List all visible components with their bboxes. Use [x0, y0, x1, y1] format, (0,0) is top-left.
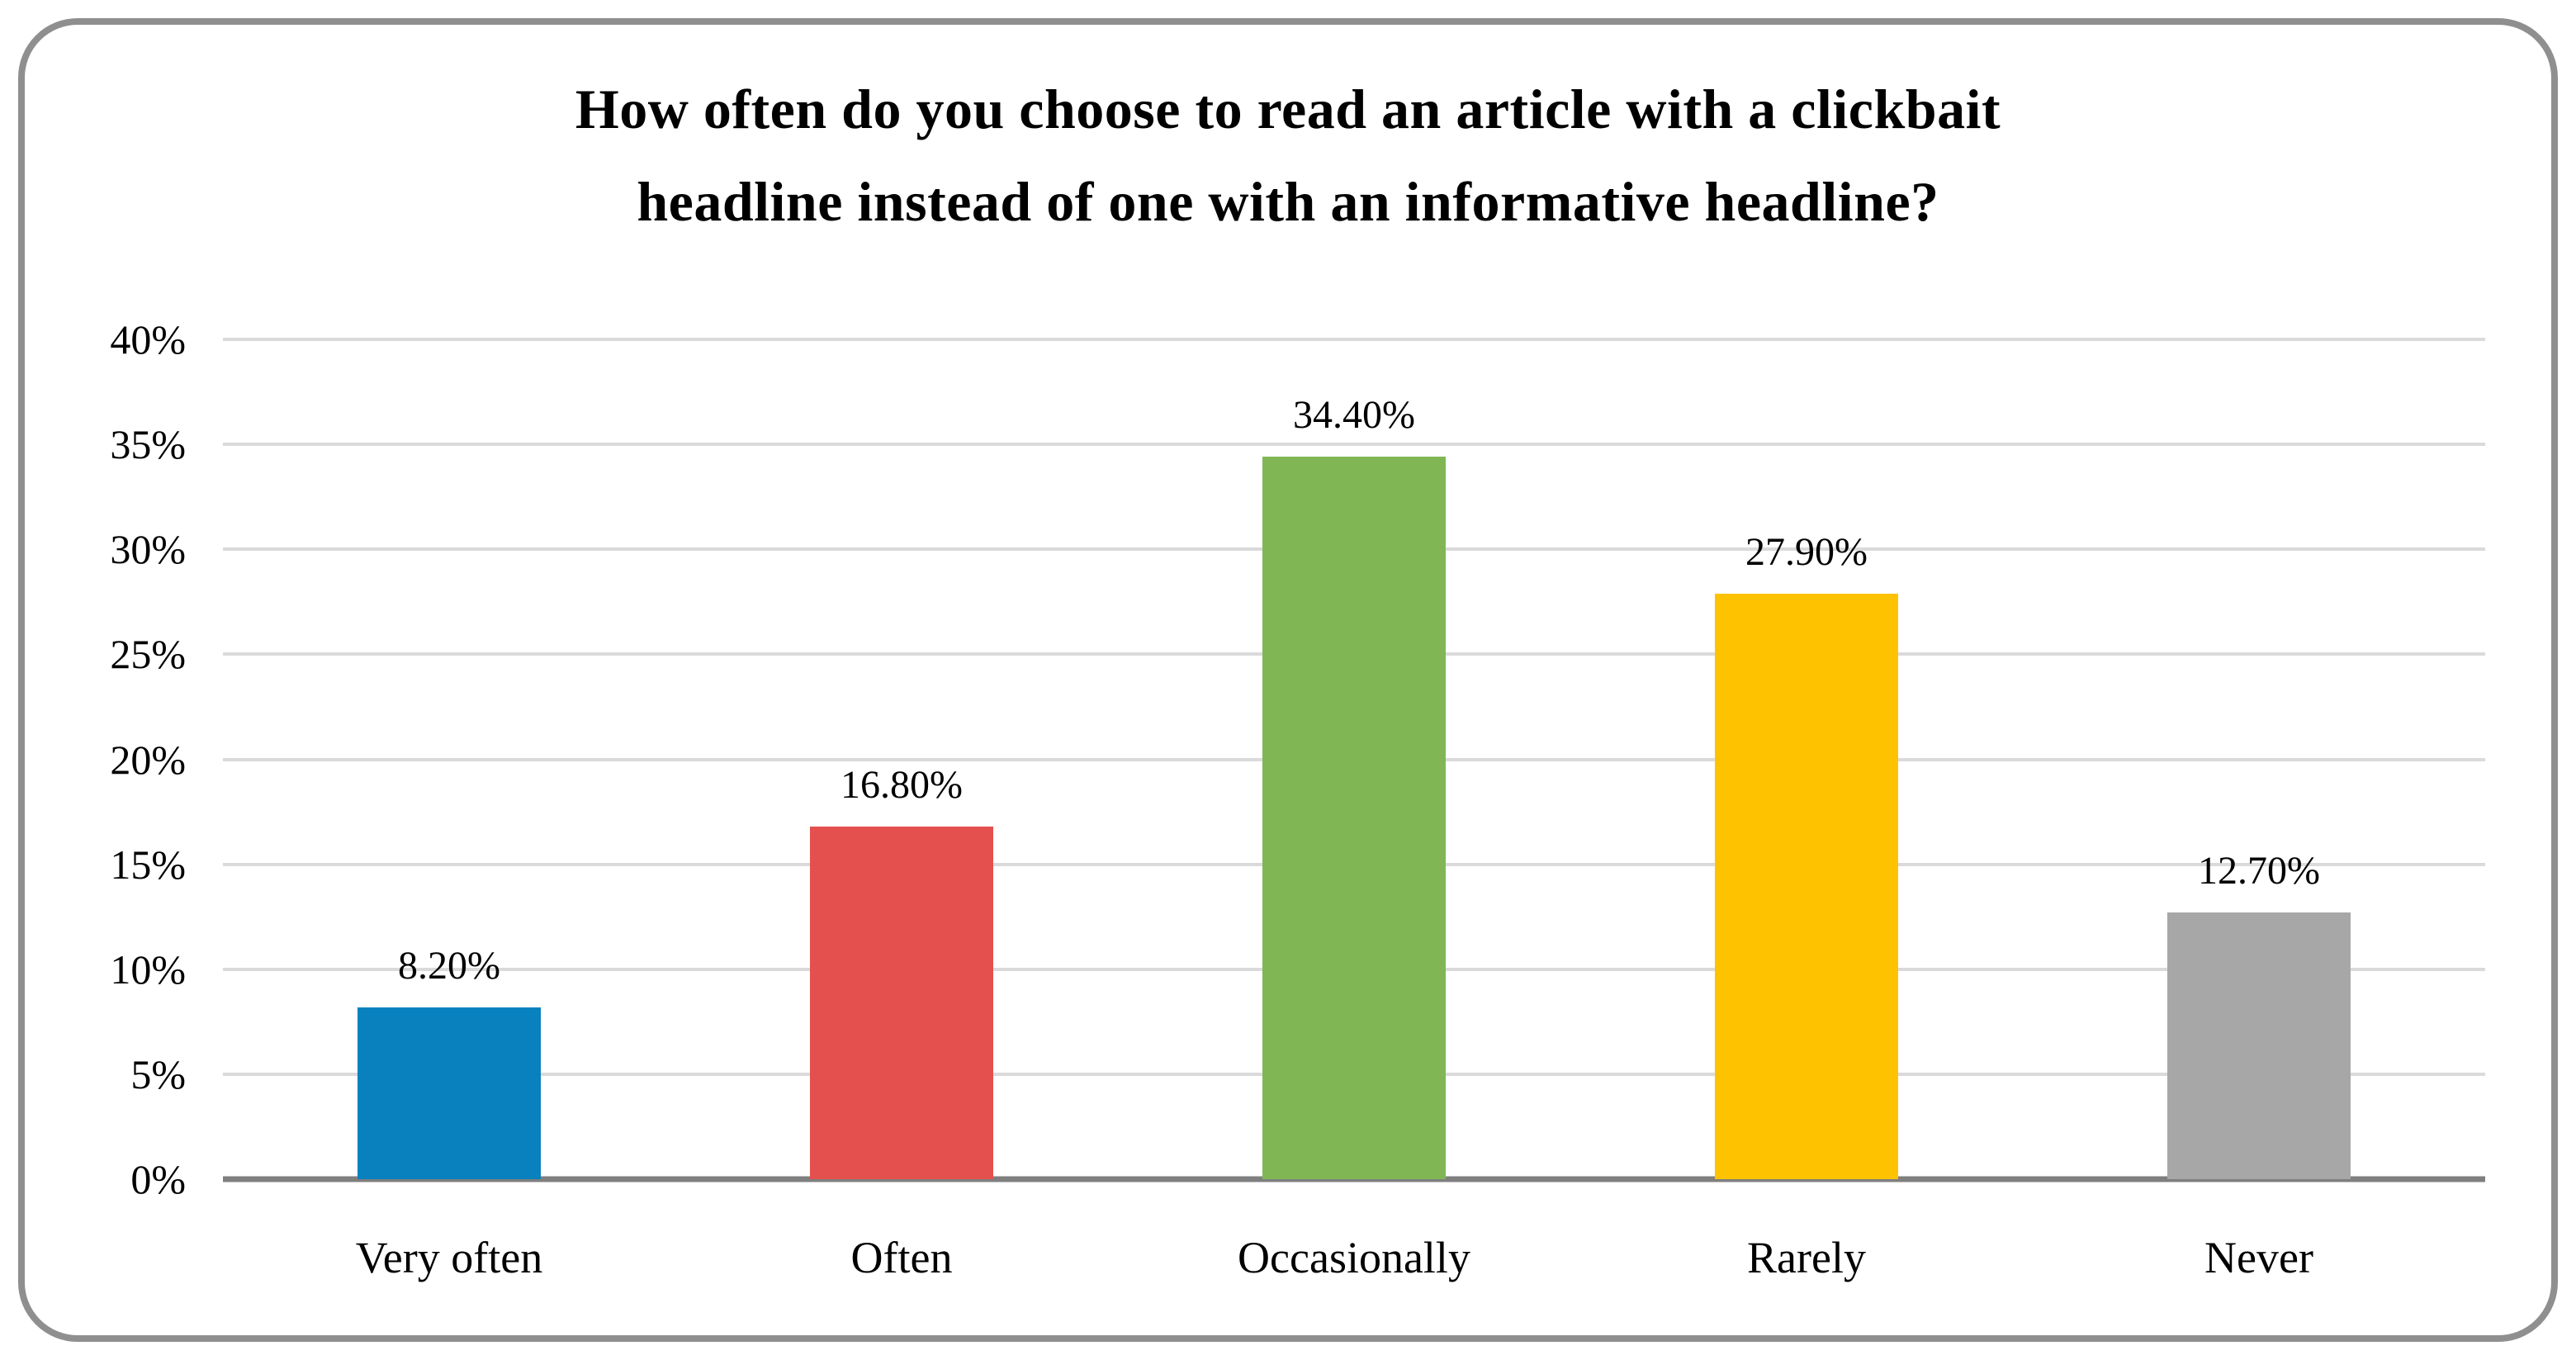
x-axis-category-labels: Very often Often Occasionally Rarely Never: [223, 1232, 2485, 1298]
plot-area: 8.20% 16.80% 34.40% 27.90% 12.70%: [223, 338, 2485, 1182]
x-axis-line: [223, 1176, 2485, 1182]
chart-title-line-2: headline instead of one with an informat…: [637, 170, 1939, 233]
chart-title-line-1: How often do you choose to read an artic…: [575, 78, 2001, 140]
category-label-rarely: Rarely: [1747, 1233, 1866, 1282]
gridline-35: [223, 443, 2485, 447]
chart-title: How often do you choose to read an artic…: [165, 63, 2411, 248]
data-label-occasionally: 34.40%: [1293, 393, 1415, 438]
bar-rarely: [1715, 593, 1898, 1179]
category-label-never: Never: [2204, 1233, 2313, 1282]
bar-slot-occasionally: 34.40%: [1128, 339, 1580, 1179]
bar-often: [810, 826, 993, 1179]
data-label-often: 16.80%: [841, 762, 963, 807]
bar-occasionally: [1262, 457, 1446, 1179]
bar-slot-rarely: 27.90%: [1580, 339, 2033, 1179]
data-label-very-often: 8.20%: [398, 943, 500, 988]
y-axis-tick-labels: 0%5%10%15%20%25%30%35%40%: [110, 316, 186, 1200]
category-label-often: Often: [850, 1233, 953, 1282]
bar-slot-often: 16.80%: [675, 339, 1128, 1179]
data-label-rarely: 27.90%: [1745, 529, 1868, 574]
category-label-very-often: Very often: [355, 1233, 543, 1282]
bar-slot-very-often: 8.20%: [223, 339, 675, 1179]
bar-very-often: [358, 1007, 541, 1179]
gridline-40: [223, 338, 2485, 341]
data-label-never: 12.70%: [2198, 849, 2320, 893]
category-label-occasionally: Occasionally: [1238, 1233, 1470, 1282]
bar-never: [2167, 912, 2351, 1179]
bar-slot-never: 12.70%: [2033, 339, 2485, 1179]
